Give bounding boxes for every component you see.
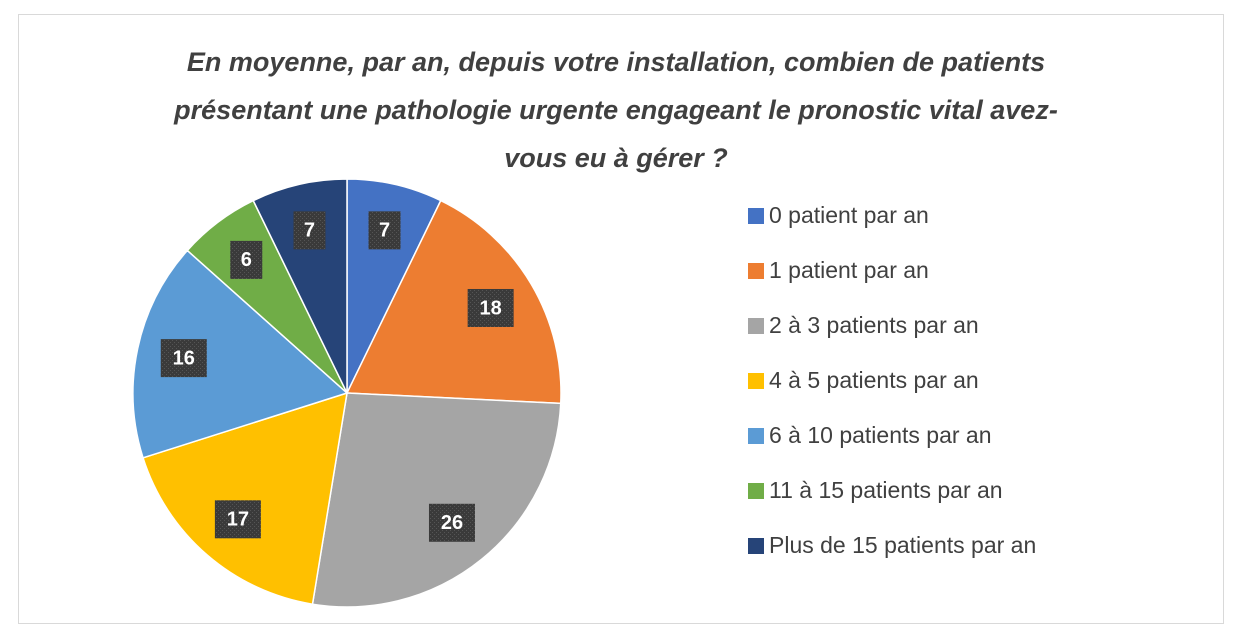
data-label-box bbox=[368, 211, 401, 250]
data-label: 17 bbox=[227, 509, 249, 531]
legend-label: 0 patient par an bbox=[769, 202, 929, 228]
legend-swatch bbox=[748, 428, 764, 444]
legend-label: 6 à 10 patients par an bbox=[769, 422, 992, 448]
legend-label: 2 à 3 patients par an bbox=[769, 312, 979, 338]
legend-swatch bbox=[748, 538, 764, 554]
data-label-box bbox=[293, 211, 326, 250]
chart-title: En moyenne, par an, depuis votre install… bbox=[174, 47, 1058, 173]
pie-slice bbox=[345, 199, 562, 405]
data-label: 18 bbox=[480, 297, 502, 319]
pie-slice bbox=[142, 391, 348, 606]
data-label: 6 bbox=[241, 249, 252, 271]
legend-label: 11 à 15 patients par an bbox=[769, 477, 1003, 503]
legend-swatch bbox=[748, 208, 764, 224]
legend-swatch bbox=[748, 483, 764, 499]
legend-swatch bbox=[748, 263, 764, 279]
legend-label: 4 à 5 patients par an bbox=[769, 367, 979, 393]
data-label-box bbox=[160, 339, 207, 378]
legend-swatch bbox=[748, 318, 764, 334]
data-label: 26 bbox=[441, 512, 463, 534]
pie-slice bbox=[311, 392, 562, 608]
data-label-box bbox=[214, 500, 261, 539]
data-label-box bbox=[467, 288, 514, 327]
data-label: 7 bbox=[304, 220, 315, 242]
legend-swatch bbox=[748, 373, 764, 389]
data-label-box bbox=[230, 240, 263, 279]
legend-label: Plus de 15 patients par an bbox=[769, 532, 1036, 558]
data-label: 16 bbox=[173, 347, 195, 369]
pie-slice bbox=[132, 249, 349, 459]
data-label-box bbox=[428, 503, 475, 542]
legend-label: 1 patient par an bbox=[769, 257, 929, 283]
data-label: 7 bbox=[379, 220, 390, 242]
